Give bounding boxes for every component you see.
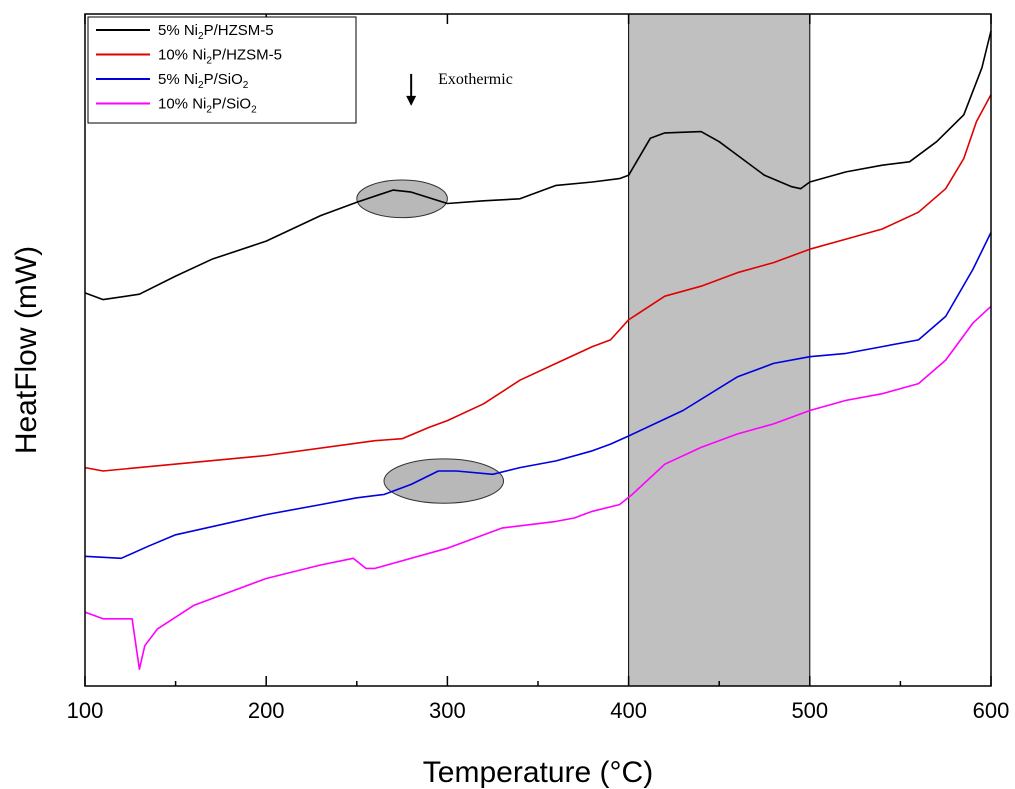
series-line-4 (84, 305, 992, 671)
highlight-ellipse-layer (356, 179, 505, 504)
x-tick-label-300: 300 (429, 698, 466, 723)
shaded-region (628, 13, 811, 687)
y-axis-title: HeatFlow (mW) (10, 246, 43, 454)
highlight-ellipse-1 (356, 179, 448, 219)
tick-layer: 100 200 300 400 500 600 (67, 14, 1010, 723)
x-axis-title: Temperature (°C) (423, 756, 653, 789)
legend-label-1: 5% Ni2P/HZSM-5 (158, 22, 274, 42)
exothermic-arrow-icon (406, 95, 417, 106)
legend-label-4: 10% Ni2P/SiO2 (158, 96, 257, 116)
highlight-ellipse-2 (383, 458, 505, 504)
legend-label-2: 10% Ni2P/HZSM-5 (158, 47, 282, 67)
exothermic-label: Exothermic (438, 71, 513, 88)
shaded-region-layer (628, 13, 811, 687)
exothermic-annotation: Exothermic (406, 71, 513, 106)
series-line-2 (84, 94, 992, 472)
legend: 5% Ni2P/HZSM-5 10% Ni2P/HZSM-5 5% Ni2P/SiO… (87, 16, 357, 124)
series-line-3 (84, 232, 992, 560)
x-tick-label-600: 600 (973, 698, 1010, 723)
x-tick-label-200: 200 (248, 698, 285, 723)
series-line-1 (84, 30, 992, 301)
x-tick-label-100: 100 (67, 698, 104, 723)
legend-box (87, 16, 357, 124)
x-tick-label-500: 500 (791, 698, 828, 723)
x-tick-label-400: 400 (610, 698, 647, 723)
series-layer (84, 30, 992, 671)
legend-items: 5% Ni2P/HZSM-5 10% Ni2P/HZSM-5 5% Ni2P/SiO… (96, 22, 282, 116)
legend-label-3: 5% Ni2P/SiO2 (158, 71, 249, 91)
